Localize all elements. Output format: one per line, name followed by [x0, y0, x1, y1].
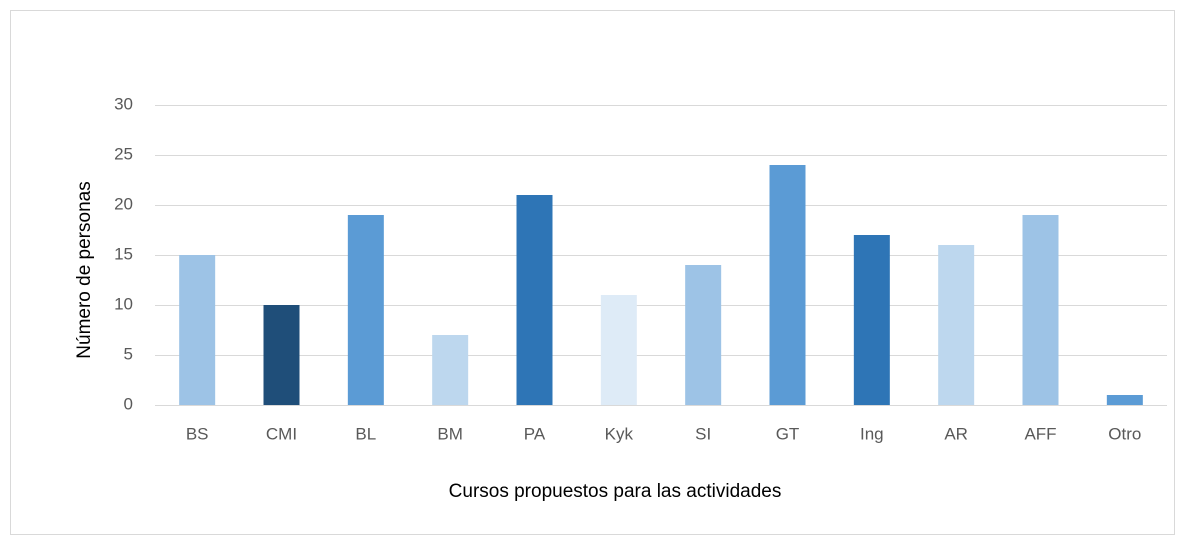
x-tick-label: BS	[186, 424, 209, 443]
bar	[516, 195, 553, 405]
x-tick-label: Ing	[860, 424, 884, 443]
bar	[938, 245, 975, 405]
x-tick-label: BM	[437, 424, 463, 443]
y-tick-label: 0	[124, 394, 133, 413]
y-axis-label: Número de personas	[74, 181, 95, 358]
bar	[347, 215, 384, 405]
bar	[853, 235, 890, 405]
bar	[769, 165, 806, 405]
bar	[685, 265, 722, 405]
x-tick-label: GT	[776, 424, 800, 443]
y-tick-label: 15	[114, 244, 133, 263]
bar	[263, 305, 300, 405]
x-tick-label: CMI	[266, 424, 297, 443]
x-tick-label: AR	[944, 424, 968, 443]
x-tick-label: Kyk	[605, 424, 634, 443]
y-tick-label: 20	[114, 194, 133, 213]
x-tick-label: BL	[355, 424, 376, 443]
x-tick-label: Otro	[1108, 424, 1141, 443]
bar	[432, 335, 469, 405]
bar	[600, 295, 637, 405]
x-tick-label: PA	[524, 424, 546, 443]
x-tick-label: AFF	[1024, 424, 1056, 443]
y-tick-label: 10	[114, 294, 133, 313]
bar	[1106, 395, 1143, 405]
bar	[1022, 215, 1059, 405]
x-tick-label: SI	[695, 424, 711, 443]
y-tick-label: 30	[114, 94, 133, 113]
y-tick-label: 25	[114, 144, 133, 163]
x-axis-label: Cursos propuestos para las actividades	[449, 481, 782, 502]
bar	[179, 255, 216, 405]
y-tick-label: 5	[124, 344, 133, 363]
